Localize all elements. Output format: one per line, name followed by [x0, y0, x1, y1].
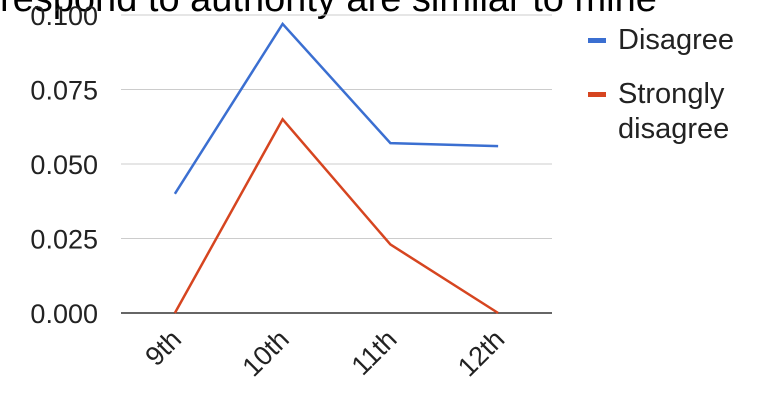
y-axis-tick-labels: 0.000 0.025 0.050 0.075 0.100	[30, 1, 98, 329]
series-line-0	[173, 21, 499, 195]
series-line-1	[173, 117, 499, 315]
y-tick-label: 0.025	[30, 225, 98, 255]
y-tick-label: 0.050	[30, 150, 98, 180]
legend-swatch	[588, 92, 606, 97]
x-tick-label: 11th	[346, 324, 403, 381]
x-tick-label: 10th	[236, 324, 294, 382]
legend-label: disagree	[618, 113, 729, 145]
legend-label: Disagree	[618, 24, 734, 56]
x-axis-tick-labels: 9th 10th 11th 12th	[139, 324, 510, 382]
x-tick-label: 12th	[452, 324, 510, 382]
chart-title: respond to authority are similar to mine	[0, 0, 657, 20]
legend-swatch	[588, 38, 606, 43]
y-tick-label: 0.075	[30, 76, 98, 106]
y-tick-label: 0.000	[30, 299, 98, 329]
gridlines	[121, 14, 552, 314]
legend-label: Strongly	[618, 78, 725, 110]
y-tick-label: 0.100	[30, 1, 98, 31]
series-lines	[173, 21, 499, 315]
x-tick-label: 9th	[139, 324, 187, 372]
